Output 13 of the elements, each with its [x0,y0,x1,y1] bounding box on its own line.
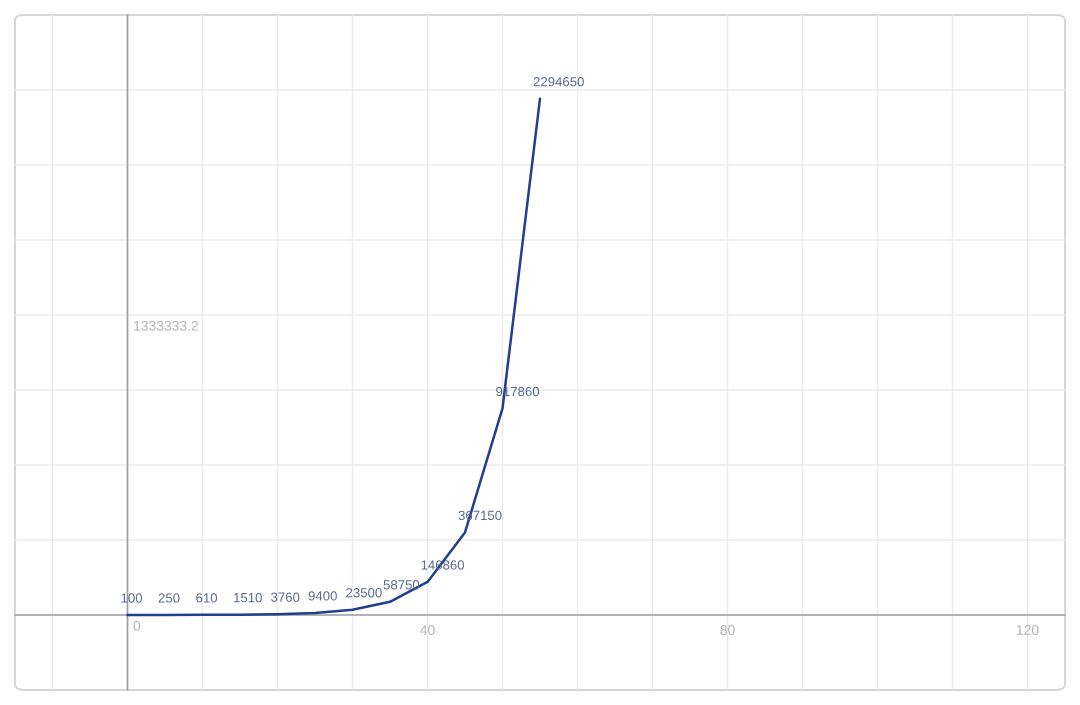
x-tick-label: 120 [1016,625,1039,635]
data-label: 58750 [383,580,420,590]
data-label: 2294650 [533,77,584,87]
y-tick-label: 1333333.2 [134,320,199,331]
x-tick-label: 80 [720,625,735,635]
y-tick-label: 0 [133,620,141,631]
data-label: 250 [158,593,180,603]
data-label: 9400 [308,591,337,601]
data-label: 3760 [271,592,300,602]
x-tick-label: 40 [420,625,435,635]
data-label: 610 [196,593,218,603]
data-label: 1510 [234,592,262,603]
data-label: 23500 [346,588,382,598]
